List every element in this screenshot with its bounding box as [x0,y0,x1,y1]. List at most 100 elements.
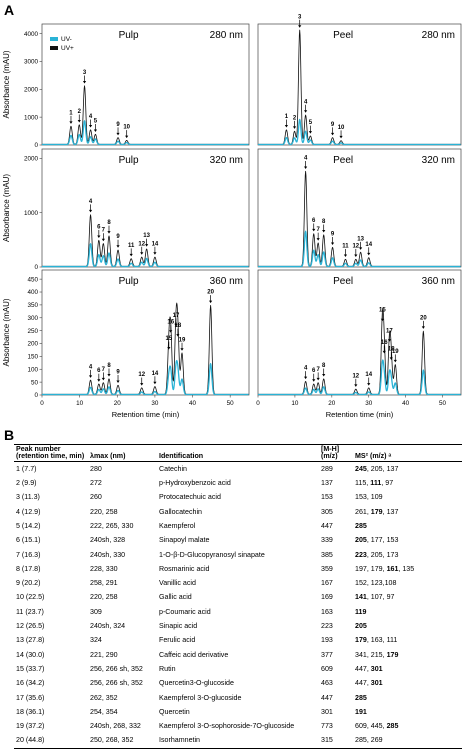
identification-cell: Kaempferol 3-O-glucoside [159,693,242,702]
ms2-cell: 447, 301 [353,662,462,676]
identification-cell: Gallic acid [159,593,192,602]
x-tick-label: 20 [114,400,122,407]
mh-cell: 153 [321,493,333,502]
table-row: 8 (17.8) 228, 330 Rosmarinic acid 359 197, 1… [14,562,462,576]
peak-number-label: 9 [331,122,335,128]
peak-number-label: 4 [304,99,308,105]
peak-number-label: 4 [89,364,93,370]
y-tick-label: 350 [27,302,38,309]
lambda-cell: 258, 291 [90,579,118,588]
ms2-base-peak: 179 [355,636,367,645]
table-row: 5 (14.2) 222, 265, 330 Kaempferol 447 285 [14,519,462,533]
compound-table-container: Peak number (retention time, min) λmax (n… [14,444,462,749]
x-tick-label: 30 [151,400,159,407]
panel-tissue-title: Pulp [119,155,139,166]
uv-minus-trace [257,230,461,268]
peak-marker-arrow [116,380,120,383]
mh-cell: 305 [321,507,333,516]
x-tick-label: 0 [256,400,260,407]
ms2-cell: 245, 205, 137 [353,462,462,477]
peak-cell: 7 (16.3) [16,550,41,559]
peak-marker-arrow [354,254,358,257]
lambda-cell: 240sh, 268, 332 [90,722,141,731]
ms2-cell: 285 [353,691,462,705]
mh-cell: 377 [321,650,333,659]
peak-marker-arrow [393,359,397,363]
mh-cell: 163 [321,607,333,616]
peak-number-label: 15 [379,308,386,314]
peak-number-label: 4 [304,156,308,162]
peak-number-label: 18 [175,323,182,329]
peak-number-label: 1 [285,114,289,120]
peak-marker-arrow [209,300,213,304]
ms2-cell: 179, 163, 111 [353,634,462,648]
peak-number-label: 7 [102,228,106,234]
lambda-cell: 254, 354 [90,707,118,716]
identification-cell: p-Coumaric acid [159,607,211,616]
identification-cell: Quercetin [159,707,190,716]
panel-wavelength: 360 nm [422,276,455,287]
peak-marker-arrow [343,254,348,257]
peak-marker-arrow [380,318,384,322]
peak-cell: 19 (37.2) [16,722,45,731]
identification-cell: Catechin [159,464,187,473]
peak-marker-arrow [169,330,173,333]
lambda-cell: 280 [90,464,102,473]
x-tick-label: 40 [402,400,410,407]
peak-marker-arrow [69,121,73,124]
lambda-cell: 221, 290 [90,650,118,659]
peak-number-label: 9 [331,232,335,238]
peak-cell: 11 (23.7) [16,607,44,616]
ms2-base-peak: 161 [386,564,399,573]
peak-marker-arrow [107,374,111,377]
identification-cell: Quercetin3-O-glucoside [159,679,234,688]
plot-frame [257,23,462,146]
peak-cell: 12 (26.5) [16,622,45,631]
peak-number-label: 8 [322,219,326,225]
ms2-base-peak: 111 [370,479,382,488]
identification-cell: Gallocatechin [159,507,202,516]
y-tick-label: 200 [27,341,38,348]
panel-wavelength: 360 nm [210,276,243,287]
x-tick-label: 30 [365,400,373,407]
y-tick-label: 2000 [24,156,39,163]
identification-cell: Vanillic acid [159,579,196,588]
table-row: 2 (9.9) 272 p-Hydroxybenzoic acid 137 115, 1… [14,476,462,490]
ms2-cell: 223, 205, 173 [353,548,462,562]
lambda-cell: 240sh, 330 [90,550,126,559]
peak-cell: 8 (17.8) [16,564,41,573]
peak-marker-arrow [304,110,308,113]
mh-cell: 447 [321,693,333,702]
legend-label: UV+ [61,45,74,52]
table-row: 12 (26.5) 240sh, 324 Sinapic acid 223 205 [14,619,462,633]
peak-marker-arrow [330,132,335,136]
peak-marker-arrow [359,247,363,250]
peak-number-label: 9 [116,369,120,375]
y-tick-label: 50 [31,379,39,386]
ms2-base-peak: 179 [370,507,383,516]
lambda-cell: 240sh, 324 [90,622,126,631]
y-tick-label: 400 [27,289,38,296]
peak-number-label: 5 [309,120,313,126]
peak-number-label: 6 [312,218,316,224]
lambda-cell: 324 [90,636,102,645]
peak-number-label: 14 [152,241,159,247]
peak-number-label: 15 [165,336,172,342]
peak-marker-arrow [322,374,326,377]
peak-marker-arrow [82,81,87,84]
peak-marker-arrow [174,323,178,327]
panel-wavelength: 280 nm [422,30,455,41]
ms2-fragment: , 137 [382,507,399,516]
ms2-cell: 285 [353,519,462,533]
ms2-base-peak: 245 [355,464,367,473]
ms2-cell: 191 [353,705,462,719]
y-tick-label: 100 [27,366,38,373]
mh-cell: 385 [321,550,333,559]
peak-marker-arrow [88,209,93,213]
peak-marker-arrow [140,252,144,255]
legend-swatch [50,46,58,50]
legend-label: UV- [61,36,72,43]
ms2-base-peak: 119 [355,607,367,616]
peak-marker-arrow [387,339,391,342]
peak-number-label: 5 [94,118,98,124]
